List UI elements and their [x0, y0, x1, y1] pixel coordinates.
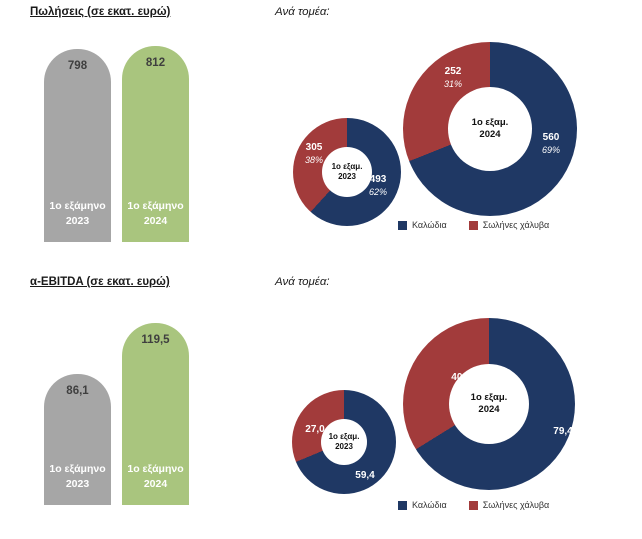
sales-donut-2023: 1ο εξαμ. 2023 305 38% 493 62%: [293, 118, 401, 226]
sales-bar-2023-category: 1ο εξάμηνο 2023: [49, 199, 106, 227]
cables-swatch-icon: [398, 220, 407, 230]
sales-bar-chart: 798 1ο εξάμηνο 2023 812 1ο εξάμηνο 2024: [44, 46, 190, 242]
ebitda-donut-2024-center: 1ο εξαμ. 2024: [449, 364, 529, 444]
ebitda-bar-2024: 119,5 1ο εξάμηνο 2024: [122, 323, 189, 505]
sales-bar-2024-value: 812: [145, 57, 166, 69]
slice-label-steel-pipes: 305 38%: [304, 142, 323, 165]
legend-steel-pipes: Σωλήνες χάλυβα: [468, 500, 549, 510]
ebitda-title: α-EBITDA (σε εκατ. ευρώ): [30, 276, 170, 288]
slice-label-cables: 560 69%: [541, 132, 560, 155]
sales-bar-2023: 798 1ο εξάμηνο 2023: [44, 49, 111, 242]
slice-label-steel-pipes: 252 31%: [443, 66, 462, 89]
slice-label-steel-pipes: 40,6: [451, 372, 471, 383]
ebitda-bar-2023-value: 86,1: [66, 384, 89, 397]
steel-pipes-swatch-icon: [468, 500, 478, 510]
legend-cables: Καλώδια: [398, 500, 447, 510]
slice-label-steel-pipes: 27,0: [305, 424, 325, 435]
ebitda-donut-2024: 1ο εξαμ. 2024 40,6 79,4: [403, 318, 575, 490]
sales-title: Πωλήσεις (σε εκατ. ευρώ): [30, 6, 171, 18]
ebitda-donut-2023: 1ο εξαμ. 2023 27,0 59,4: [292, 390, 396, 494]
sales-donut-2024-center: 1ο εξαμ. 2024: [448, 87, 532, 171]
sales-donut-2023-center: 1ο εξαμ. 2023: [322, 147, 372, 197]
sales-legend: Καλώδια Σωλήνες χάλυβα: [398, 220, 549, 230]
ebitda-bar-2023: 86,1 1ο εξάμηνο 2023: [44, 373, 111, 505]
slice-label-cables: 79,4: [553, 426, 573, 437]
sales-bar-2024: 812 1ο εξάμηνο 2024: [122, 46, 189, 242]
sales-by-sector-label: Ανά τομέα:: [275, 6, 330, 18]
ebitda-bar-2024-category: 1ο εξάμηνο 2024: [127, 462, 184, 490]
slice-label-cables: 59,4: [355, 470, 375, 481]
ebitda-bar-2024-value: 119,5: [141, 334, 170, 346]
steel-pipes-swatch-icon: [468, 220, 478, 230]
legend-steel-pipes: Σωλήνες χάλυβα: [468, 220, 549, 230]
ebitda-bar-2023-category: 1ο εξάμηνο 2023: [49, 462, 106, 490]
sales-bar-2024-category: 1ο εξάμηνο 2024: [127, 199, 184, 227]
sales-donut-2024: 1ο εξαμ. 2024 252 31% 560 69%: [403, 42, 577, 216]
ebitda-by-sector-label: Ανά τομέα:: [275, 276, 330, 288]
slice-label-cables: 493 62%: [368, 174, 387, 197]
ebitda-legend: Καλώδια Σωλήνες χάλυβα: [398, 500, 549, 510]
ebitda-donut-2023-center: 1ο εξαμ. 2023: [321, 419, 367, 465]
legend-cables: Καλώδια: [398, 220, 447, 230]
cables-swatch-icon: [398, 500, 407, 510]
ebitda-bar-chart: 86,1 1ο εξάμηνο 2023 119,5 1ο εξάμηνο 20…: [44, 323, 190, 505]
sales-bar-2023-value: 798: [67, 60, 88, 73]
